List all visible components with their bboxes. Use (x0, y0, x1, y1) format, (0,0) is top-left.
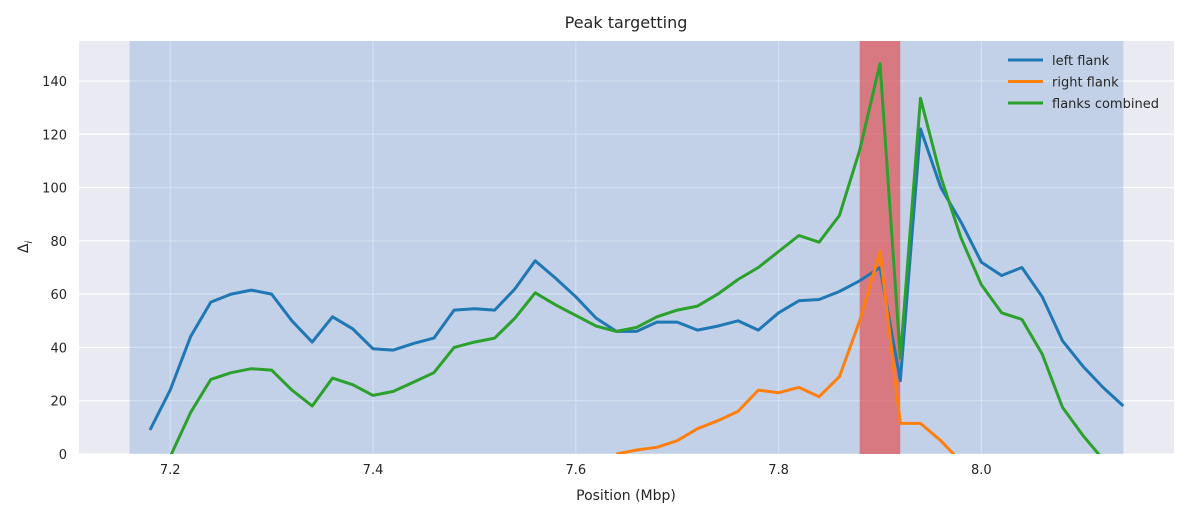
x-axis-label: Position (Mbp) (576, 488, 676, 504)
y-tick-label: 120 (42, 128, 67, 143)
y-tick-label: 140 (42, 75, 67, 90)
search-window-region (129, 41, 1124, 454)
x-tick-label: 7.6 (565, 463, 586, 478)
y-axis-label: Δi (16, 241, 35, 254)
legend-label: flanks combined (1052, 97, 1159, 112)
plot-area (79, 41, 1174, 454)
y-tick-label: 80 (50, 235, 67, 250)
y-axis-label-subscript: i (24, 241, 35, 244)
series-line-right-flank (616, 250, 956, 454)
y-tick-label: 0 (59, 448, 67, 463)
legend: left flank right flank flanks combined (1008, 54, 1159, 112)
y-tick-label: 20 (50, 395, 67, 410)
x-tick-label: 7.2 (160, 463, 181, 478)
x-tick-labels: 7.2 7.4 7.6 7.8 8.0 (160, 463, 992, 478)
shaded-regions (129, 41, 1124, 454)
y-tick-label: 100 (42, 182, 67, 197)
chart-title: Peak targetting (565, 13, 688, 32)
legend-label: left flank (1052, 54, 1110, 69)
x-tick-label: 7.4 (363, 463, 384, 478)
x-tick-label: 8.0 (971, 463, 992, 478)
series-line-left-flank (148, 127, 1125, 431)
x-tick-label: 7.8 (768, 463, 789, 478)
series-line-flanks-combined (169, 62, 1101, 454)
y-tick-label: 40 (50, 341, 67, 356)
grid (79, 41, 1174, 455)
legend-label: right flank (1052, 76, 1119, 91)
y-axis-label-symbol: Δ (16, 243, 32, 253)
y-axis-label-group: Δi (16, 241, 35, 254)
y-tick-label: 60 (50, 288, 67, 303)
series-lines (148, 62, 1125, 454)
y-tick-labels: 0 20 40 60 80 100 120 140 (42, 75, 67, 463)
